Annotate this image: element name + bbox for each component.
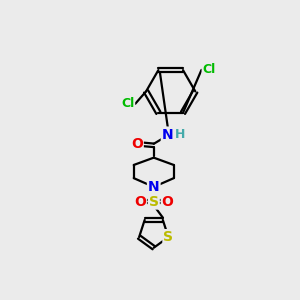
Text: N: N bbox=[162, 128, 173, 142]
Text: Cl: Cl bbox=[202, 63, 216, 76]
Text: O: O bbox=[131, 137, 143, 151]
Text: Cl: Cl bbox=[121, 97, 134, 110]
Text: O: O bbox=[134, 195, 146, 208]
Text: S: S bbox=[164, 230, 173, 244]
Text: O: O bbox=[162, 195, 173, 208]
Text: S: S bbox=[149, 195, 159, 208]
Text: H: H bbox=[175, 128, 185, 141]
Text: N: N bbox=[148, 180, 160, 194]
